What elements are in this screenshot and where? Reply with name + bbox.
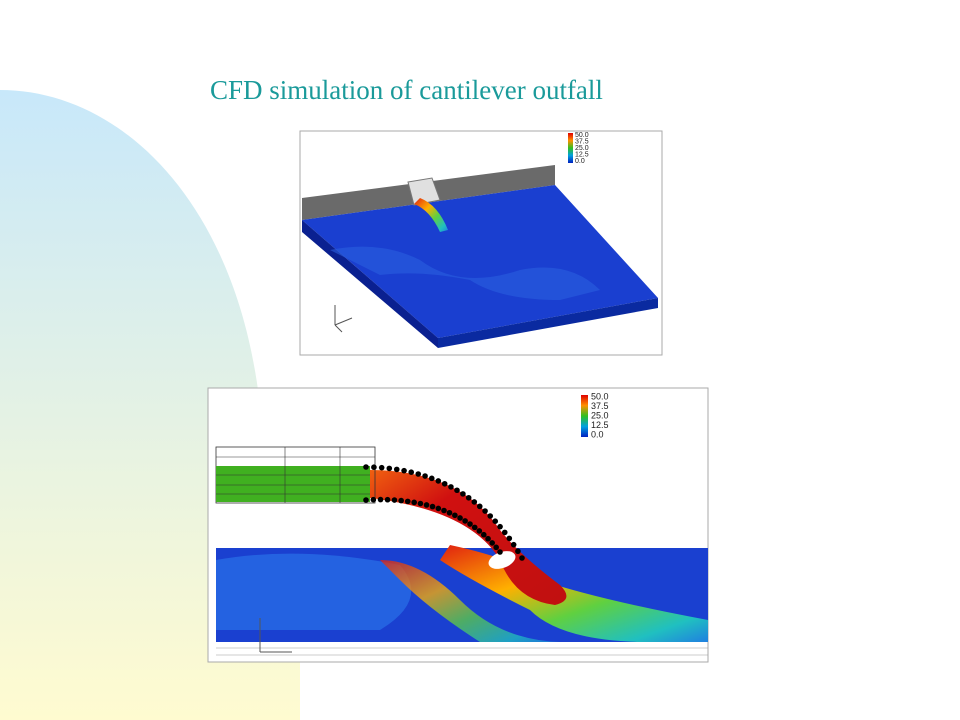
pipe-grid: [216, 447, 375, 503]
trajectory-dot: [401, 467, 407, 474]
trajectory-dot: [415, 471, 422, 477]
legend-bar: [568, 133, 573, 163]
baseline: [216, 647, 708, 656]
trajectory-dot: [519, 555, 525, 561]
air-pocket: [488, 551, 516, 569]
trajectory-dot: [428, 475, 435, 482]
figure-2d: 50.037.525.012.50.0: [207, 387, 709, 663]
legend-label: 12.5: [591, 420, 609, 430]
legend-label: 0.0: [591, 429, 604, 439]
pipe-flow: [216, 466, 370, 502]
trajectory-dot: [404, 498, 411, 505]
trajectory-dot: [422, 473, 428, 479]
flow-patch: [330, 246, 600, 300]
trajectory-dot: [441, 480, 448, 487]
legend-label: 0.0: [575, 158, 585, 165]
trajectory-dot: [391, 497, 398, 503]
axes-triad: [334, 305, 353, 333]
trajectory-dot: [398, 497, 404, 504]
trajectory-dot: [417, 500, 424, 507]
trajectory-dot: [480, 531, 487, 538]
trajectory-dot: [435, 478, 442, 484]
trajectory-dot: [408, 469, 415, 476]
trajectory-dot: [497, 549, 503, 555]
trajectory-dot: [471, 499, 478, 505]
trajectory-dot: [429, 503, 436, 510]
trajectory-dot: [393, 466, 400, 473]
legend-bar: [581, 395, 588, 437]
legend-label: 37.5: [591, 401, 609, 411]
trajectory-dot: [452, 512, 458, 519]
trajectory-dot: [497, 523, 503, 530]
trajectory-dot: [384, 496, 391, 503]
axes-triad: [259, 618, 292, 653]
plume: [380, 560, 560, 642]
trajectory-dot: [435, 505, 442, 512]
trajectory-dot: [506, 535, 513, 542]
legend-label: 37.5: [575, 138, 589, 145]
flow-patch: [216, 553, 412, 630]
jet: [414, 198, 448, 232]
trajectory-dot: [411, 499, 417, 506]
trajectory-dot: [493, 544, 499, 551]
trajectory-dot: [515, 548, 521, 555]
trajectory-dot: [457, 515, 463, 521]
trajectory-dot: [487, 513, 494, 519]
trajectory-dot: [363, 497, 369, 503]
slab-top: [302, 185, 658, 338]
trajectory-dot: [371, 464, 377, 471]
trajectory-dot: [363, 464, 369, 470]
trajectory-dot: [377, 496, 384, 503]
trajectory-dot: [446, 509, 453, 516]
trajectory-dot: [492, 518, 499, 525]
trajectory-dot: [489, 540, 495, 546]
trajectory-dot: [423, 502, 430, 508]
legend-label: 50.0: [591, 391, 609, 401]
trajectory-dot: [441, 507, 447, 514]
trajectory-dot: [471, 524, 478, 531]
legend-label: 25.0: [575, 145, 589, 152]
figure-3d: 50.037.525.012.50.0: [299, 130, 663, 356]
trajectory-dot: [378, 464, 385, 471]
legend-label: 12.5: [575, 151, 589, 158]
legend-label: 50.0: [575, 132, 589, 139]
trajectory-dot: [465, 494, 472, 501]
trajectory-dot: [448, 484, 454, 490]
legend-label: 25.0: [591, 410, 609, 420]
trajectory-dot: [370, 496, 377, 503]
trajectory-dot: [476, 503, 483, 510]
pipe: [407, 177, 441, 206]
trajectory-dot: [460, 491, 466, 497]
trajectory-dot: [462, 518, 468, 524]
trajectory-dot: [386, 465, 393, 472]
trajectory-dot: [454, 487, 460, 494]
trajectory-dot: [510, 541, 517, 548]
trajectory-dot: [485, 535, 491, 542]
trajectory-dot: [467, 521, 473, 527]
trajectory-dot: [476, 528, 483, 534]
trajectory-dot: [482, 508, 488, 514]
trajectory-dot: [501, 529, 508, 536]
slab-front: [438, 298, 658, 348]
slide-title: CFD simulation of cantilever outfall: [210, 75, 603, 105]
